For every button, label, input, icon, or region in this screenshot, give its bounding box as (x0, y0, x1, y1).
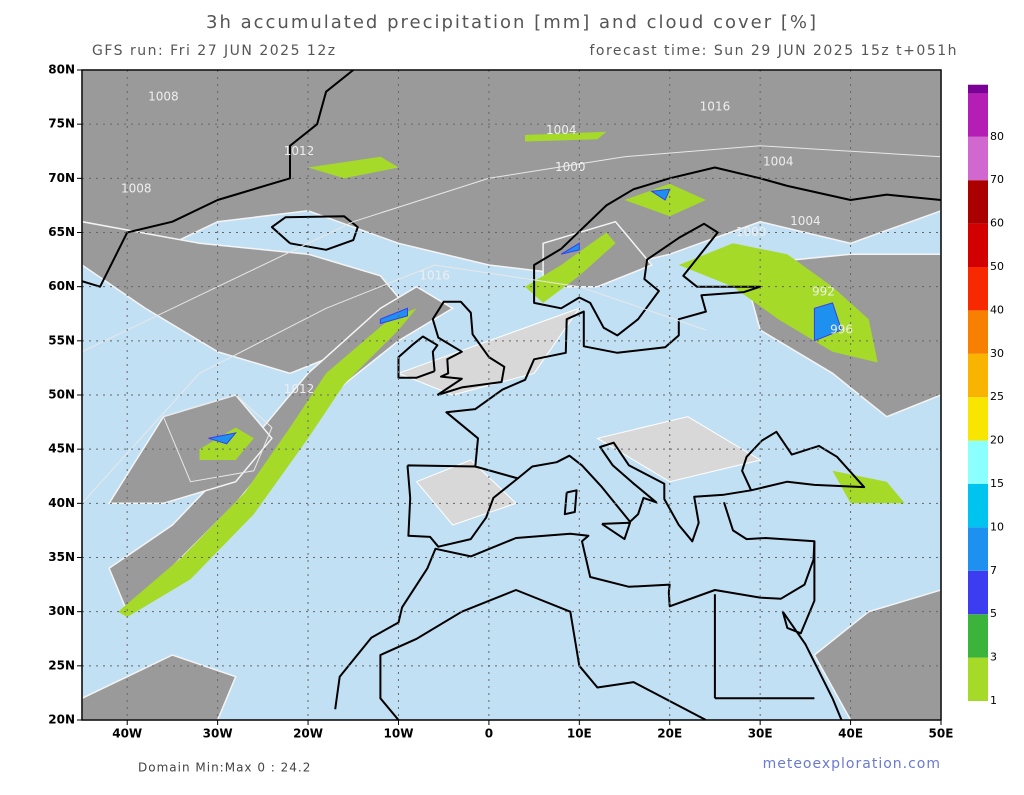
isobar-label: 1012 (284, 144, 315, 158)
y-tick-label: 50N (48, 388, 75, 402)
coastline (82, 70, 354, 288)
precip-light (525, 131, 607, 142)
isobar (82, 264, 707, 504)
x-tick-label: 20E (657, 727, 682, 741)
coastline (445, 166, 941, 467)
coastline (431, 300, 506, 396)
x-tick-label: 50E (929, 727, 954, 741)
precip-light (832, 470, 905, 504)
colorbar-segment (968, 440, 988, 484)
isobar-label: 1004 (546, 123, 577, 137)
colorbar-label: 25 (990, 390, 1004, 403)
colorbar-segment-top (968, 84, 988, 94)
cloud-area (813, 589, 941, 720)
colorbar-segment (968, 136, 988, 181)
y-tick-label: 45N (48, 442, 75, 456)
isobar-label: 1016 (419, 268, 450, 282)
y-tick-label: 65N (48, 225, 75, 239)
y-tick-label: 40N (48, 496, 75, 510)
colorbar-segment (968, 397, 988, 441)
colorbar-segment (968, 180, 988, 224)
colorbar-segment (968, 484, 988, 528)
colorbar-segment (968, 527, 988, 571)
precip-moderate (379, 307, 408, 325)
colorbar-segment (968, 570, 988, 615)
isobar-label: 992 (812, 285, 835, 299)
colorbar-label: 3 (990, 651, 997, 664)
colorbar-segment (968, 223, 988, 267)
y-tick-label: 75N (48, 117, 75, 131)
y-tick-label: 80N (48, 63, 75, 77)
isobar-label: 1000 (555, 160, 586, 174)
colorbar-label: 1 (990, 694, 997, 707)
cloud-area (82, 654, 237, 720)
coastline (781, 541, 843, 720)
coastline (397, 335, 439, 379)
isobar-label: 1012 (284, 382, 315, 396)
x-tick-label: 0 (485, 727, 493, 741)
coastline (517, 430, 866, 543)
y-tick-label: 35N (48, 550, 75, 564)
isobar-label: 1004 (790, 214, 821, 228)
domain-minmax: Domain Min:Max 0 : 24.2 (138, 761, 311, 775)
x-tick-label: 40W (112, 727, 142, 741)
precip-light (308, 156, 399, 179)
coastline (379, 589, 707, 720)
colorbar-label: 10 (990, 520, 1004, 533)
colorbar-label: 15 (990, 477, 1004, 490)
y-tick-label: 20N (48, 713, 75, 727)
precip-moderate (813, 302, 843, 342)
precip-light (525, 232, 616, 303)
colorbar-label: 80 (990, 130, 1004, 143)
run-info: GFS run: Fri 27 JUN 2025 12z (92, 43, 337, 59)
colorbar-segment (968, 614, 988, 658)
colorbar-label: 60 (990, 217, 1004, 230)
colorbar-segment (968, 353, 988, 398)
isobar-label: 1008 (121, 182, 152, 196)
isobar-label: 1004 (763, 155, 794, 169)
isobar (162, 394, 273, 483)
colorbar-label: 70 (990, 173, 1004, 186)
isobar-label: 1000 (736, 225, 767, 239)
x-tick-label: 40E (838, 727, 863, 741)
title: 3h accumulated precipitation [mm] and cl… (206, 12, 818, 33)
coastline (601, 521, 631, 541)
colorbar-segment (968, 657, 988, 701)
x-tick-label: 20W (293, 727, 323, 741)
coastline (270, 215, 359, 251)
colorbar-label: 20 (990, 434, 1004, 447)
precip-moderate (650, 188, 671, 201)
forecast-info: forecast time: Sun 29 JUN 2025 15z t+051… (589, 43, 958, 59)
y-tick-label: 55N (48, 333, 75, 347)
colorbar-segment (968, 93, 988, 137)
x-tick-label: 30W (203, 727, 233, 741)
colorbar-label: 5 (990, 607, 997, 620)
map-layers: 1008 1012 1008 1004 1000 1016 1004 1000 992 996 10… (82, 70, 941, 720)
colorbar-label: 30 (990, 347, 1004, 360)
y-tick-label: 60N (48, 279, 75, 293)
colorbar-segment (968, 310, 988, 354)
isobar-label: 996 (830, 323, 853, 337)
precip-light (118, 308, 417, 618)
colorbar-segment (968, 267, 988, 311)
x-tick-label: 10W (384, 727, 414, 741)
y-tick-label: 70N (48, 171, 75, 185)
y-tick-label: 30N (48, 604, 75, 618)
isobar-label: 1008 (148, 90, 179, 104)
site-credit: meteoexploration.com (763, 756, 941, 772)
colorbar-label: 40 (990, 303, 1004, 316)
coastline (563, 489, 578, 516)
colorbar-label: 7 (990, 564, 997, 577)
x-tick-label: 10E (567, 727, 592, 741)
y-tick-label: 25N (48, 658, 75, 672)
x-tick-label: 30E (748, 727, 773, 741)
colorbar-label: 50 (990, 260, 1004, 273)
isobar-label: 1016 (700, 99, 731, 113)
coastline (406, 464, 519, 548)
